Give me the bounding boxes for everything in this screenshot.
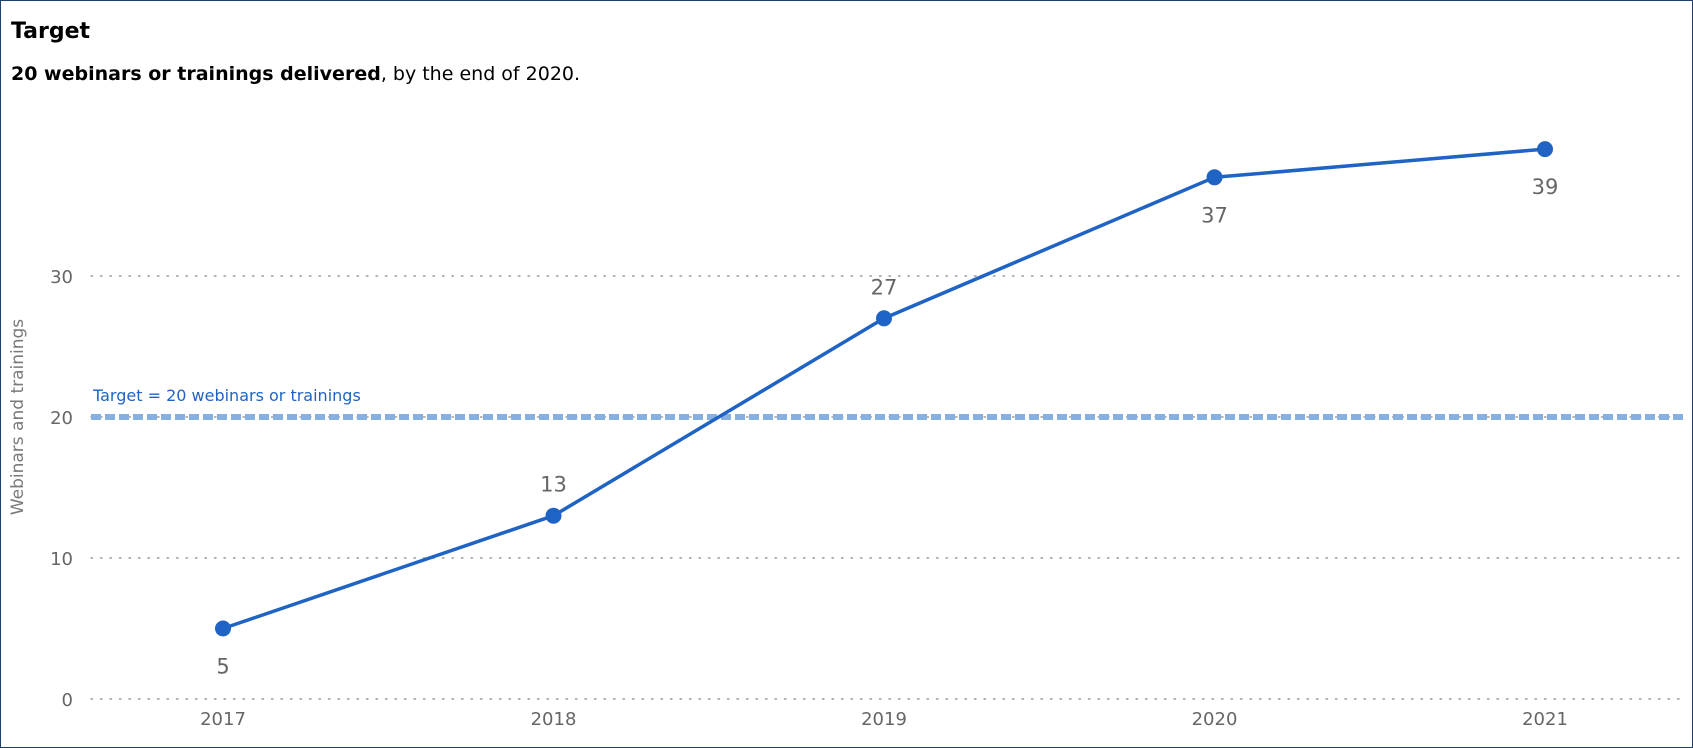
x-tick-label-2020: 2020	[1192, 709, 1238, 730]
y-tick-label-10: 10	[50, 549, 73, 570]
data-label-2021: 39	[1532, 175, 1559, 199]
data-label-2018: 13	[540, 473, 567, 497]
subtitle-target-bold: 20 webinars or trainings delivered	[11, 63, 381, 85]
data-point-2019	[876, 310, 892, 327]
x-tick-label-2017: 2017	[200, 709, 246, 730]
chart-title: Target	[11, 19, 91, 44]
x-tick-label-2019: 2019	[861, 709, 907, 730]
x-tick-label-2021: 2021	[1522, 709, 1568, 730]
data-label-2019: 27	[871, 275, 898, 299]
data-label-2017: 5	[216, 655, 229, 679]
chart-subtitle: 20 webinars or trainings delivered, by t…	[11, 65, 580, 84]
data-point-2018	[545, 507, 562, 524]
x-tick-label-2018: 2018	[531, 709, 577, 730]
series-line	[221, 147, 1547, 631]
y-tick-label-30: 30	[50, 267, 73, 288]
y-tick-label-0: 0	[62, 690, 73, 711]
data-point-2020	[1206, 169, 1223, 186]
data-point-2021	[1537, 141, 1553, 158]
subtitle-target-rest: , by the end of 2020.	[380, 63, 581, 85]
target-reference-label: Target = 20 webinars or trainings	[92, 386, 361, 405]
data-label-2020: 37	[1201, 203, 1228, 227]
y-tick-label-20: 20	[50, 408, 73, 429]
y-axis-title: Webinars and trainings	[8, 319, 28, 515]
data-point-2017	[215, 620, 231, 637]
